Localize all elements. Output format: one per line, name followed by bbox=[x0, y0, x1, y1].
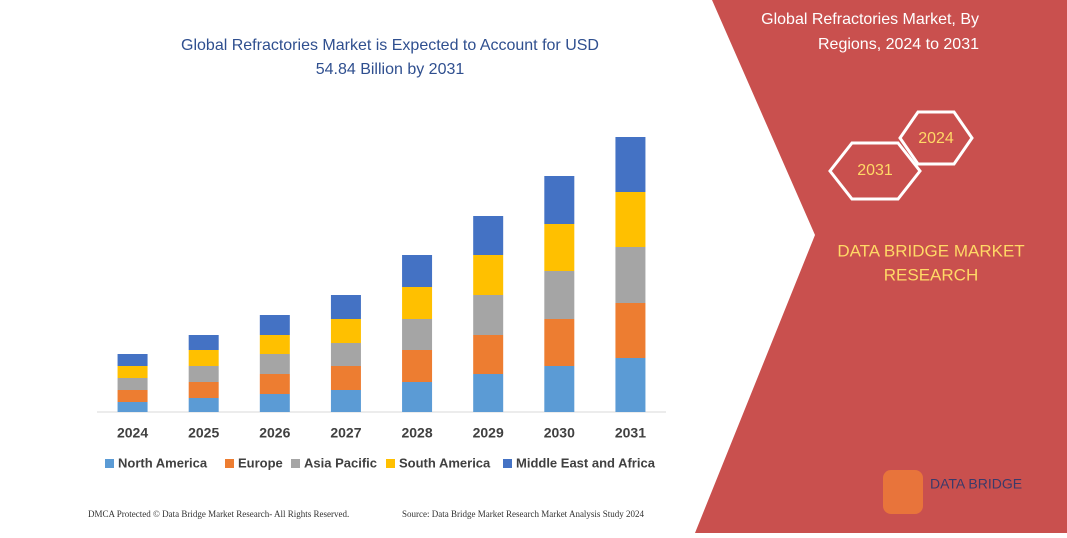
bar-segment bbox=[188, 350, 219, 366]
logo-text: DATA BRIDGE bbox=[930, 476, 1022, 492]
bar-segment bbox=[259, 335, 290, 354]
panel-title: Regions, 2024 to 2031 bbox=[818, 36, 979, 53]
x-tick-label: 2030 bbox=[544, 425, 575, 441]
x-tick-label: 2031 bbox=[615, 425, 646, 441]
legend-swatch bbox=[386, 459, 395, 468]
bar-segment bbox=[117, 366, 148, 378]
x-tick-label: 2024 bbox=[117, 425, 148, 441]
x-tick-label: 2027 bbox=[330, 425, 361, 441]
bar-segment bbox=[259, 394, 290, 412]
legend-swatch bbox=[291, 459, 300, 468]
hexagon bbox=[828, 141, 922, 201]
logo-icon bbox=[883, 470, 923, 514]
bar-segment bbox=[117, 402, 148, 412]
bar-segment bbox=[188, 335, 219, 350]
bar-segment bbox=[473, 255, 504, 295]
bar-segment bbox=[402, 319, 433, 350]
hexagon bbox=[898, 110, 974, 166]
legend-swatch bbox=[503, 459, 512, 468]
bar-segment bbox=[473, 335, 504, 374]
bar-segment bbox=[330, 366, 361, 390]
footer-text: DMCA Protected © Data Bridge Market Rese… bbox=[88, 509, 349, 519]
bar-segment bbox=[615, 303, 646, 358]
legend-label: Asia Pacific bbox=[304, 455, 377, 470]
bar-segment bbox=[188, 366, 219, 382]
bar-segment bbox=[330, 343, 361, 366]
bar-segment bbox=[330, 390, 361, 412]
bar-segment bbox=[188, 398, 219, 412]
bar-segment bbox=[402, 350, 433, 382]
legend-swatch bbox=[225, 459, 234, 468]
legend-label: Middle East and Africa bbox=[516, 455, 656, 470]
bar-segment bbox=[402, 382, 433, 412]
bar-segment bbox=[259, 354, 290, 374]
x-tick-label: 2025 bbox=[188, 425, 219, 441]
legend-swatch bbox=[105, 459, 114, 468]
hexagon-label: 2031 bbox=[857, 162, 893, 179]
bar-segment bbox=[117, 354, 148, 366]
bar-segment bbox=[615, 192, 646, 247]
x-tick-label: 2028 bbox=[401, 425, 432, 441]
bar-segment bbox=[544, 271, 575, 319]
bar-segment bbox=[473, 295, 504, 335]
bar-segment bbox=[473, 374, 504, 412]
bar-segment bbox=[615, 137, 646, 192]
bar-segment bbox=[402, 255, 433, 287]
bar-segment bbox=[402, 287, 433, 319]
chart-title: Global Refractories Market is Expected t… bbox=[181, 37, 599, 54]
legend-label: South America bbox=[399, 455, 491, 470]
bar-segment bbox=[259, 374, 290, 394]
bar-segment bbox=[259, 315, 290, 335]
bar-segment bbox=[117, 378, 148, 390]
bar-segment bbox=[544, 366, 575, 412]
footer-text: Source: Data Bridge Market Research Mark… bbox=[402, 509, 644, 519]
legend-label: North America bbox=[118, 455, 208, 470]
bar-segment bbox=[117, 390, 148, 402]
x-tick-label: 2026 bbox=[259, 425, 290, 441]
bar-segment bbox=[188, 382, 219, 398]
bar-segment bbox=[330, 319, 361, 343]
legend-label: Europe bbox=[238, 455, 283, 470]
brand-text: DATA BRIDGE MARKET bbox=[837, 241, 1024, 260]
bar-segment bbox=[330, 295, 361, 319]
bar-segment bbox=[473, 216, 504, 255]
panel-title: Global Refractories Market, By bbox=[761, 11, 979, 28]
bar-segment bbox=[615, 358, 646, 412]
x-tick-label: 2029 bbox=[473, 425, 504, 441]
brand-text: RESEARCH bbox=[884, 265, 978, 284]
bar-segment bbox=[615, 247, 646, 303]
hexagon-label: 2024 bbox=[918, 130, 954, 147]
bar-segment bbox=[544, 319, 575, 366]
bar-segment bbox=[544, 224, 575, 271]
bar-segment bbox=[544, 176, 575, 224]
chart-title: 54.84 Billion by 2031 bbox=[316, 61, 465, 78]
side-panel bbox=[695, 0, 1067, 533]
